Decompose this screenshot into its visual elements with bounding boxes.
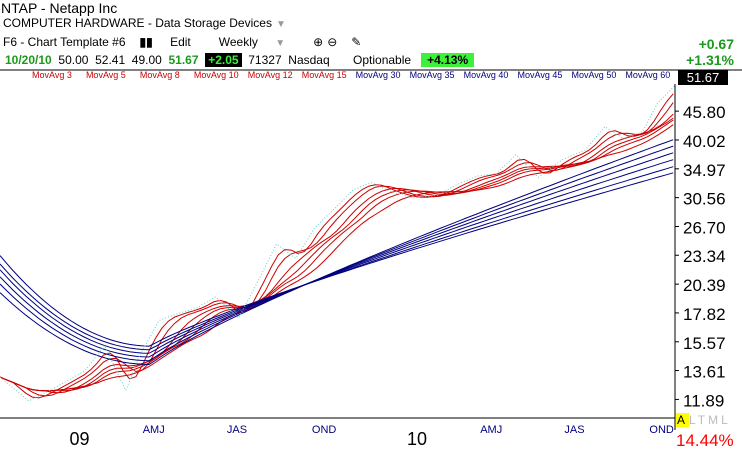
ma-10-line: [0, 117, 674, 392]
toolbar: F6 - Chart Template #6 ▮▮ Edit Weekly ▼ …: [3, 35, 375, 49]
altml-highlight: A: [676, 413, 690, 427]
ma-40-line: [0, 152, 674, 358]
x-tick-label-1: AMJ: [143, 424, 165, 436]
legend-label-ma-2: MovAvg 5: [86, 70, 126, 80]
close-value: 51.67: [168, 53, 199, 67]
open-value: 50.00: [58, 53, 89, 67]
high-value: 52.41: [95, 53, 126, 67]
x-tick-label-7: OND: [649, 424, 674, 436]
symbol-title: NTAP - Netapp Inc: [1, 0, 118, 16]
y-tick-label-2: 34.97: [683, 161, 726, 180]
legend-label-ma-12: MovAvg 60: [625, 70, 670, 80]
optionable-label: Optionable: [353, 53, 412, 67]
y-tick-label-9: 13.61: [683, 363, 726, 382]
legend-label-ma-5: MovAvg 12: [248, 70, 293, 80]
zoom-in-icon[interactable]: ⊕: [313, 35, 324, 49]
chevron-down-icon[interactable]: ▼: [275, 19, 286, 30]
last-price-box: 51.67: [678, 70, 728, 85]
pct-change-badge: +4.13%: [421, 53, 475, 67]
low-value: 49.00: [131, 53, 162, 67]
ma-45-line: [0, 159, 674, 354]
ma-50-line: [0, 166, 674, 351]
ma-60-line: [0, 172, 674, 347]
pencil-icon[interactable]: ✎: [351, 35, 362, 49]
x-tick-label-5: AMJ: [480, 424, 502, 436]
ma-35-line: [0, 145, 674, 362]
volume-value: 71327: [248, 53, 282, 67]
y-tick-label-3: 30.56: [683, 190, 726, 209]
legend-label-ma-11: MovAvg 50: [571, 70, 616, 80]
y-tick-label-4: 26.70: [683, 218, 726, 237]
y-tick-label-0: 45.80: [683, 103, 726, 122]
chart-header: NTAP - Netapp Inc COMPUTER HARDWARE - Da…: [0, 0, 742, 70]
x-tick-label-3: OND: [312, 424, 337, 436]
sector-line: COMPUTER HARDWARE - Data Storage Devices…: [3, 16, 286, 30]
quote-line: 10/20/10 50.00 52.41 49.00 51.67 +2.05 7…: [5, 53, 475, 67]
exchange-value: Nasdaq: [288, 53, 330, 67]
legend-label-ma-3: MovAvg 8: [140, 70, 180, 80]
bars-icon: ▮▮: [139, 35, 153, 49]
legend-label-ma-10: MovAvg 45: [518, 70, 563, 80]
rs-percent: 14.44%: [676, 431, 734, 450]
right-pct-change: +1.31%: [686, 52, 734, 68]
legend-label-ma-7: MovAvg 30: [356, 70, 401, 80]
altml-rest: LTML: [689, 413, 731, 427]
y-tick-label-5: 23.34: [683, 247, 726, 266]
ma-30-line: [0, 139, 674, 366]
zoom-out-icon[interactable]: ⊖: [327, 35, 338, 49]
edit-label: Edit: [170, 35, 191, 49]
right-change: +0.67: [698, 36, 734, 52]
edit-button[interactable]: ▮▮ Edit: [140, 35, 205, 49]
legend-label-ma-9: MovAvg 40: [464, 70, 509, 80]
x-tick-label-4: 10: [407, 429, 427, 449]
period-select[interactable]: Weekly ▼: [219, 35, 299, 49]
ma-12-line: [0, 119, 674, 392]
y-tick-label-8: 15.57: [683, 334, 726, 353]
ma-8-line: [0, 113, 674, 394]
ma-15-line: [0, 124, 674, 392]
change-badge: +2.05: [205, 53, 242, 67]
sector-text: COMPUTER HARDWARE - Data Storage Devices: [3, 16, 272, 30]
legend-label-ma-8: MovAvg 35: [410, 70, 455, 80]
x-tick-label-0: 09: [70, 429, 90, 449]
y-tick-label-10: 11.89: [683, 391, 724, 410]
legend-label-ma-1: MovAvg 3: [32, 70, 72, 80]
y-tick-label-7: 17.82: [683, 305, 726, 324]
quote-date: 10/20/10: [5, 53, 52, 67]
legend-label-ma-6: MovAvg 15: [302, 70, 347, 80]
x-tick-label-6: JAS: [564, 424, 584, 436]
price-line: [0, 85, 676, 402]
altml-indicator: ALTML: [676, 413, 731, 427]
period-label: Weekly: [218, 35, 258, 49]
legend-label-ma-4: MovAvg 10: [194, 70, 239, 80]
y-tick-label-6: 20.39: [683, 276, 726, 295]
chevron-down-icon: ▼: [275, 38, 286, 49]
y-tick-label-1: 40.02: [683, 132, 726, 151]
x-tick-label-2: JAS: [227, 424, 247, 436]
template-label[interactable]: F6 - Chart Template #6: [3, 35, 126, 49]
